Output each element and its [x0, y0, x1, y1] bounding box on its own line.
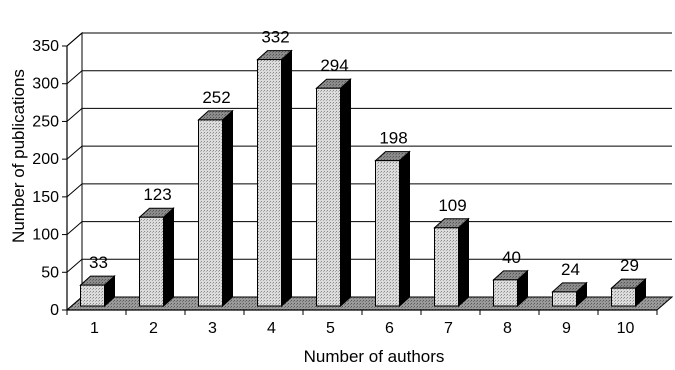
- bar-9: [551, 281, 588, 308]
- data-label: 294: [320, 56, 348, 75]
- x-axis-title: Number of authors: [304, 347, 445, 366]
- bar-10: [610, 278, 647, 308]
- y-tick-label: 100: [32, 227, 59, 244]
- x-tick-label: 6: [385, 320, 394, 337]
- data-labels: 33 123 252 332 294 198 109 40 24 29: [89, 28, 639, 279]
- y-tick-labels: 0 50 100 150 200 250 300 350: [32, 38, 59, 319]
- bar-front: [375, 160, 400, 307]
- gridline-side: [66, 183, 83, 198]
- data-label: 198: [379, 129, 407, 148]
- bar-5: [315, 78, 352, 308]
- gridline-side: [66, 145, 83, 160]
- bar-front: [434, 227, 459, 307]
- x-tick-label: 8: [503, 320, 512, 337]
- bar-3: [197, 109, 234, 308]
- x-tick-label: 1: [90, 320, 99, 337]
- x-tick-label: 10: [617, 320, 635, 337]
- bar-side: [163, 207, 174, 308]
- data-label: 24: [561, 260, 580, 279]
- bar-front: [198, 119, 223, 307]
- y-tick-label: 250: [32, 113, 59, 130]
- bar-front: [257, 59, 282, 307]
- gridline-side: [66, 221, 83, 235]
- y-tick-label: 150: [32, 189, 59, 206]
- gridline-side: [66, 108, 83, 122]
- data-label: 40: [502, 248, 521, 267]
- x-tick-label: 7: [444, 320, 453, 337]
- bar-6: [374, 150, 411, 308]
- gridline-side: [66, 258, 83, 273]
- y-tick-label: 0: [50, 302, 59, 319]
- bar-front: [611, 287, 636, 307]
- x-tick-labels: 1 2 3 4 5 6 7 8 9 10: [90, 320, 634, 337]
- y-tick-label: 300: [32, 76, 59, 93]
- bar-side: [222, 109, 233, 308]
- y-axis-title: Number of publications: [9, 69, 28, 243]
- data-label: 29: [620, 256, 639, 275]
- data-label: 252: [202, 88, 230, 107]
- bar-side: [399, 150, 410, 308]
- y-tick-label: 200: [32, 151, 59, 168]
- gridline-side: [66, 70, 83, 85]
- axes: [62, 45, 658, 315]
- x-tick-label: 4: [267, 320, 276, 337]
- bar-front: [139, 216, 164, 307]
- x-tick-label: 5: [326, 320, 335, 337]
- data-label: 332: [261, 28, 289, 47]
- data-label: 123: [143, 185, 171, 204]
- bar-7: [433, 217, 470, 308]
- bar-1: [79, 274, 116, 308]
- x-tick-label: 2: [149, 320, 158, 337]
- bars: [79, 49, 647, 308]
- data-label: 109: [438, 196, 466, 215]
- bar-front: [493, 279, 518, 307]
- x-tick-label: 9: [562, 320, 571, 337]
- bar-side: [458, 217, 469, 308]
- gridline-side: [66, 32, 83, 47]
- bar-front: [552, 291, 577, 307]
- bar-front: [316, 87, 341, 307]
- data-label: 33: [89, 253, 108, 272]
- bar-side: [340, 78, 351, 308]
- bar-2: [138, 207, 175, 308]
- y-tick-label: 50: [41, 264, 59, 281]
- bar-4: [256, 49, 293, 308]
- bar-8: [492, 269, 529, 308]
- side-wall: [66, 31, 83, 312]
- bar-side: [281, 49, 292, 308]
- bar-front: [80, 284, 105, 307]
- x-tick-label: 3: [208, 320, 217, 337]
- y-tick-label: 350: [32, 38, 59, 55]
